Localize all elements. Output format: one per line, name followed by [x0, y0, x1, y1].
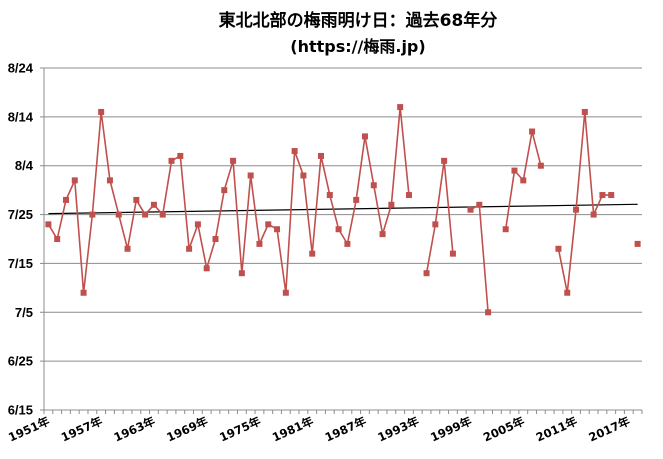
data-point: [89, 211, 96, 218]
y-tick-label: 7/25: [8, 207, 33, 222]
data-point: [511, 167, 518, 174]
data-point: [485, 309, 492, 316]
data-point: [335, 226, 342, 233]
y-tick-label: 8/4: [15, 158, 34, 173]
data-point: [238, 270, 245, 277]
data-point: [80, 289, 87, 296]
data-point: [344, 240, 351, 247]
data-point: [467, 206, 474, 213]
data-point: [370, 182, 377, 189]
data-point: [54, 236, 61, 242]
data-point: [115, 211, 122, 218]
data-point: [177, 152, 184, 159]
data-point: [449, 250, 456, 257]
data-point: [353, 196, 360, 203]
data-point: [71, 177, 78, 184]
data-point: [256, 240, 263, 247]
data-point: [133, 196, 140, 203]
data-point: [397, 104, 404, 111]
data-point: [608, 192, 615, 199]
data-point: [361, 133, 368, 140]
chart-title: 東北北部の梅雨明け日：過去68年分: [219, 10, 498, 31]
data-point: [300, 172, 307, 179]
data-point: [230, 157, 237, 164]
data-point: [441, 157, 448, 164]
data-point: [502, 226, 509, 233]
data-point: [98, 108, 105, 115]
data-point: [423, 270, 430, 277]
data-point: [150, 201, 157, 208]
chart-subtitle: (https://梅雨.jp): [290, 37, 425, 56]
data-point: [634, 240, 641, 247]
data-point: [159, 211, 166, 218]
data-point: [573, 206, 580, 213]
data-point: [318, 152, 325, 159]
data-point: [476, 201, 483, 208]
data-point: [186, 245, 193, 252]
y-tick-label: 7/15: [8, 256, 33, 271]
data-point: [590, 211, 597, 218]
data-point: [581, 108, 588, 115]
data-series: [45, 104, 641, 316]
data-point: [555, 245, 562, 252]
data-point: [379, 231, 386, 238]
data-point: [274, 226, 281, 233]
data-point: [45, 221, 52, 228]
axes: [40, 67, 643, 414]
y-tick-label: 8/24: [8, 61, 34, 76]
data-point: [529, 128, 536, 135]
data-point: [106, 177, 113, 184]
y-tick-label: 6/25: [8, 354, 33, 369]
data-point: [291, 148, 298, 155]
data-point: [265, 221, 272, 228]
data-point: [62, 196, 69, 203]
series-line-segment: [47, 106, 410, 294]
data-point: [520, 177, 527, 184]
data-point: [309, 250, 316, 257]
data-point: [203, 265, 210, 272]
y-tick-label: 6/15: [8, 403, 33, 418]
data-point: [212, 236, 219, 242]
data-point: [599, 192, 606, 199]
y-tick-label: 7/5: [15, 305, 33, 320]
data-point: [247, 172, 254, 179]
y-axis-tick-labels: 6/15 6/25 7/5 7/15 7/25 8/4 8/14 8/24: [8, 61, 34, 418]
data-point: [432, 221, 439, 228]
series-line-segment: [425, 160, 454, 274]
data-point: [194, 221, 201, 228]
data-point: [168, 157, 175, 164]
data-point: [282, 289, 289, 296]
data-point: [405, 192, 412, 199]
data-point: [142, 211, 149, 218]
data-point: [221, 187, 228, 194]
data-point: [564, 289, 571, 296]
y-tick-label: 8/14: [8, 109, 34, 124]
data-point: [388, 201, 395, 208]
data-point: [124, 245, 131, 252]
data-point: [326, 192, 333, 199]
data-point: [537, 162, 544, 169]
